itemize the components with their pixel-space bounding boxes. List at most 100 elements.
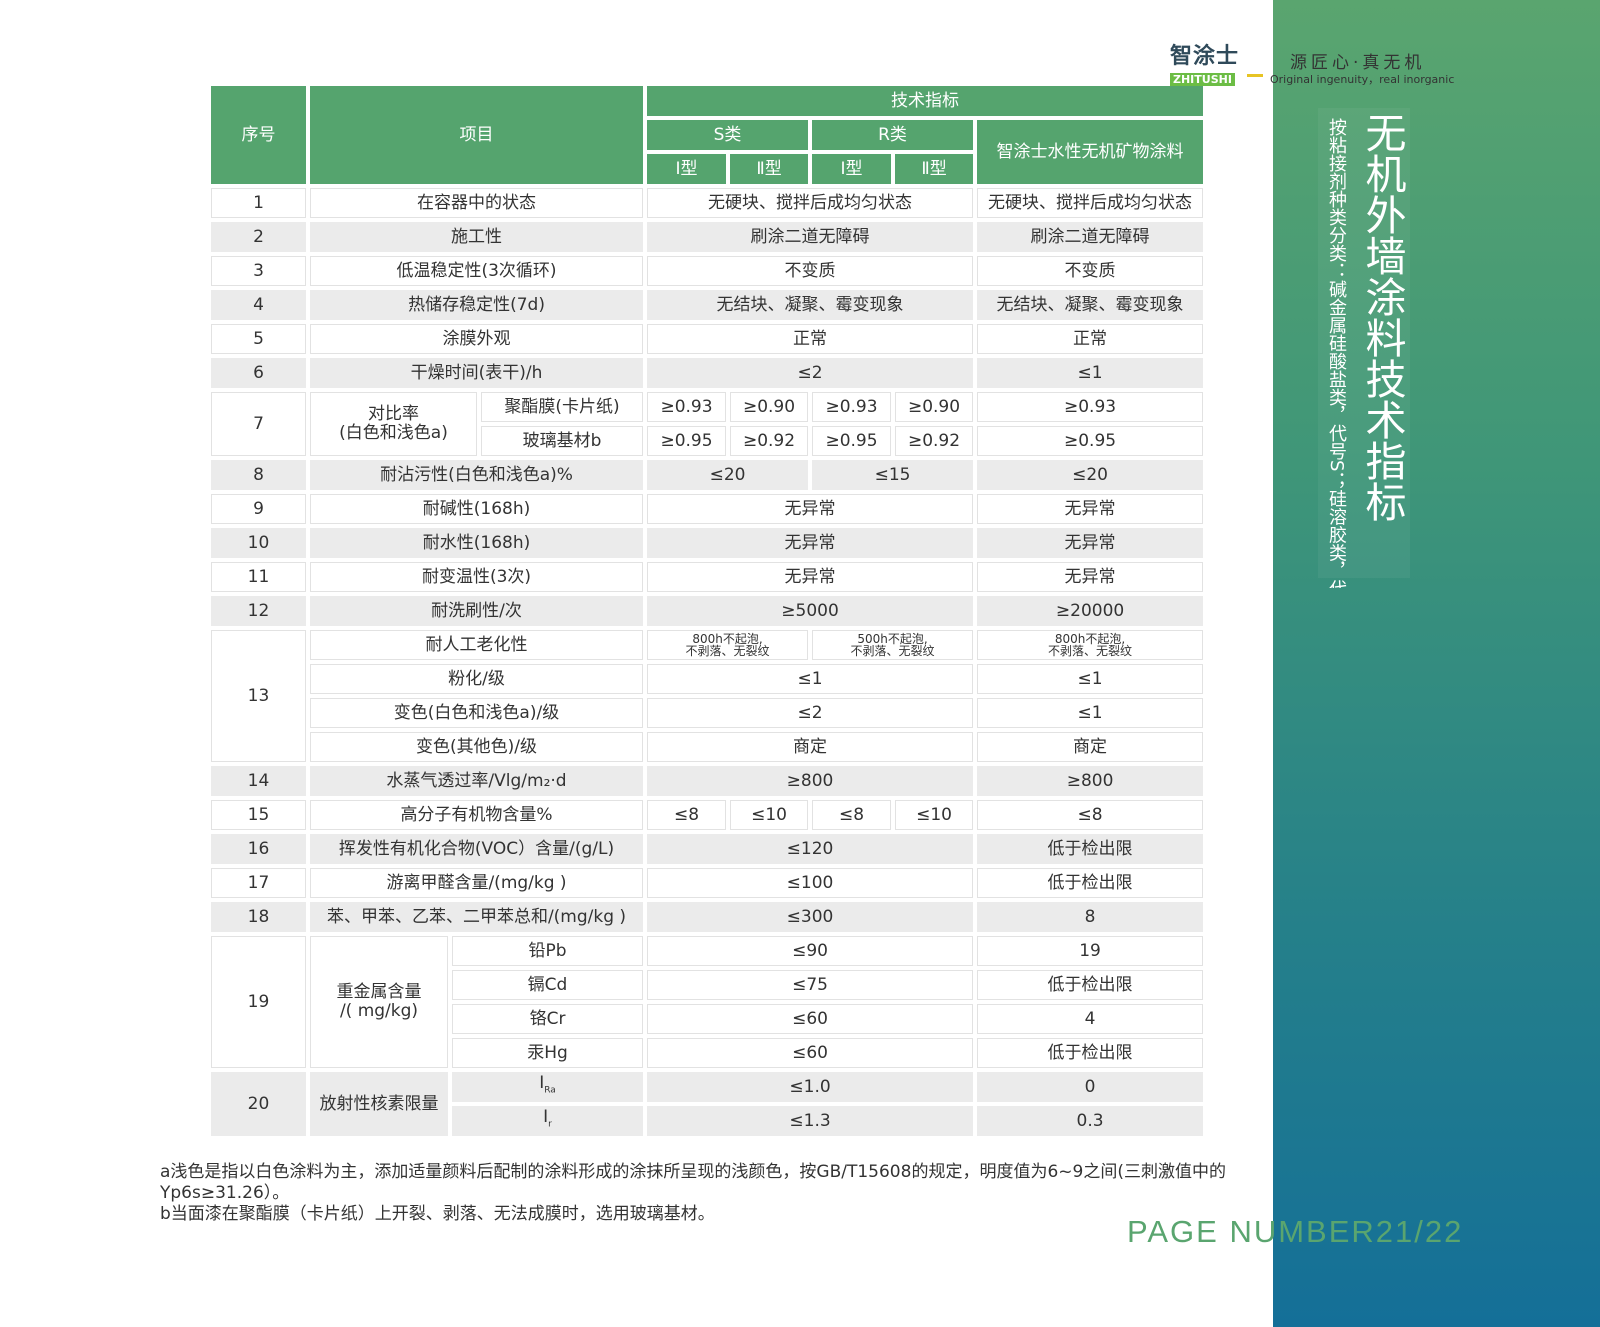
header-r-type2: Ⅱ型 [895,154,974,184]
product-value-cell: 低于检出限 [977,970,1204,1000]
standard-value-cell: ≥800 [647,766,974,796]
sub-item-label: 汞Hg [527,1042,568,1063]
standard-value-cell: ≥5000 [647,596,974,626]
standard-value-cell: ≤8 [647,800,727,830]
table-row: 5 涂膜外观 正常 正常 [211,324,1204,354]
standard-value-cell: ≤60 [647,1038,974,1068]
product-value-cell: 低于检出限 [977,868,1204,898]
sub-item-label: I [543,1106,549,1127]
header-item: 项目 [310,86,644,184]
sub-item-cell: IRa [452,1072,644,1102]
standard-value-cell: ≤1.3 [647,1106,974,1136]
product-value-cell: ≥800 [977,766,1204,796]
row-number: 3 [211,256,306,286]
header-product: 智涂士水性无机矿物涂料 [977,120,1204,184]
row-number: 6 [211,358,306,388]
row-number: 18 [211,902,306,932]
product-value-cell: 刷涂二道无障碍 [977,222,1204,252]
product-value-cell: ≤1 [977,358,1204,388]
row-number: 1 [211,188,306,218]
table-row: 12 耐洗刷性/次 ≥5000 ≥20000 [211,596,1204,626]
product-value-cell: ≤1 [977,664,1204,694]
row-number: 17 [211,868,306,898]
item-cell: 挥发性有机化合物(VOC）含量/(g/L) [310,834,644,864]
item-cell: 耐人工老化性 [310,630,644,660]
logo-cn: 智涂士 [1170,44,1240,69]
table-row: 11 耐变温性(3次) 无异常 无异常 [211,562,1204,592]
product-value-cell: ≤1 [977,698,1204,728]
row-number: 14 [211,766,306,796]
item-cell: 放射性核素限量 [310,1072,448,1136]
product-value-cell: 0 [977,1072,1204,1102]
item-cell: 施工性 [310,222,644,252]
product-value-cell: 低于检出限 [977,834,1204,864]
product-value-cell: 不变质 [977,256,1204,286]
product-value-cell: 无异常 [977,528,1204,558]
standard-value-cell: 正常 [647,324,974,354]
slogan-en: Original ingenuity，real inorganic [1270,73,1455,86]
sub-item-cell: Ir [452,1106,644,1136]
sub-item-cell: 玻璃基材b [481,426,644,456]
row-number: 5 [211,324,306,354]
table-row: 15 高分子有机物含量% ≤8 ≤10 ≤8 ≤10 ≤8 [211,800,1204,830]
standard-value-cell: ≥0.92 [895,426,974,456]
item-cell: 低温稳定性(3次循环) [310,256,644,286]
product-value-cell: 0.3 [977,1106,1204,1136]
sub-item-cell: 镉Cd [452,970,644,1000]
product-value-cell: 8 [977,902,1204,932]
spec-table: 序号 项目 技术指标 S类 R类 智涂士水性无机矿物涂料 Ⅰ型 Ⅱ型 Ⅰ型 Ⅱ型… [207,82,1207,1140]
table-row: 6 干燥时间(表干)/h ≤2 ≤1 [211,358,1204,388]
standard-value-cell: ≥0.92 [730,426,809,456]
standard-value-cell: ≤8 [812,800,892,830]
standard-value-cell: ≥0.95 [647,426,727,456]
standard-value-cell: ≤300 [647,902,974,932]
product-value-cell: ≤8 [977,800,1204,830]
table-row: 变色(白色和浅色a)/级 ≤2 ≤1 [211,698,1204,728]
item-cell: 耐碱性(168h) [310,494,644,524]
standard-value-cell: ≤100 [647,868,974,898]
table-row: 1 在容器中的状态 无硬块、搅拌后成均匀状态 无硬块、搅拌后成均匀状态 [211,188,1204,218]
standard-value-cell: ≥0.90 [895,392,974,422]
item-cell: 干燥时间(表干)/h [310,358,644,388]
r-class-cell: 500h不起泡, 不剥落、无裂纹 [812,630,974,660]
table-row: 7 对比率 (白色和浅色a) 聚酯膜(卡片纸) ≥0.93 ≥0.90 ≥0.93 ≥0.9… [211,392,1204,456]
table-row: Ir ≤1.3 0.3 [211,1106,1204,1136]
product-value-cell: ≤20 [977,460,1204,490]
standard-value-cell: ≤75 [647,970,974,1000]
sidebar-panel [1318,108,1410,578]
sidebar-subtitle: 按粘接剂种类分类：碱金属硅酸盐类，代号S；硅溶胶类，代号R [1326,118,1347,588]
sidebar-title: 无机外墙涂料技术指标 [1358,112,1406,522]
standard-value-cell: 无结块、凝聚、霉变现象 [647,290,974,320]
standard-value-cell: ≤10 [895,800,974,830]
item-cell: 耐变温性(3次) [310,562,644,592]
row-number: 19 [211,936,306,1068]
table-row: 16 挥发性有机化合物(VOC）含量/(g/L) ≤120 低于检出限 [211,834,1204,864]
standard-value-cell: 无异常 [647,494,974,524]
item-cell: 涂膜外观 [310,324,644,354]
header-s-type2: Ⅱ型 [730,154,809,184]
standard-value-cell: 不变质 [647,256,974,286]
row-number: 16 [211,834,306,864]
item-cell: 耐水性(168h) [310,528,644,558]
logo-en: ZHITUSHI [1170,73,1235,86]
header-no: 序号 [211,86,306,184]
standard-value-cell: ≥0.93 [812,392,892,422]
page-number: PAGE NUMBER21/22 [1127,1214,1464,1249]
standard-value-cell: ≥0.90 [730,392,809,422]
sub-item-cell: 汞Hg [452,1038,644,1068]
sub-item-label: I [539,1072,545,1093]
product-value-cell: ≥20000 [977,596,1204,626]
sub-item-subscript: r [548,1119,552,1130]
row-number: 11 [211,562,306,592]
row-number: 9 [211,494,306,524]
product-value-cell: 4 [977,1004,1204,1034]
standard-value-cell: ≤1.0 [647,1072,974,1102]
table-row: 玻璃基材b ≥0.95 ≥0.92 ≥0.95 ≥0.92 ≥0.95 [211,426,1204,456]
item-cell: 变色(白色和浅色a)/级 [310,698,644,728]
r-class-cell: ≤15 [812,460,974,490]
item-cell: 游离甲醛含量/(mg/kg ) [310,868,644,898]
product-value-cell: 19 [977,936,1204,966]
header-r: R类 [812,120,974,150]
table-row: 9 耐碱性(168h) 无异常 无异常 [211,494,1204,524]
product-value-cell: 低于检出限 [977,1038,1204,1068]
